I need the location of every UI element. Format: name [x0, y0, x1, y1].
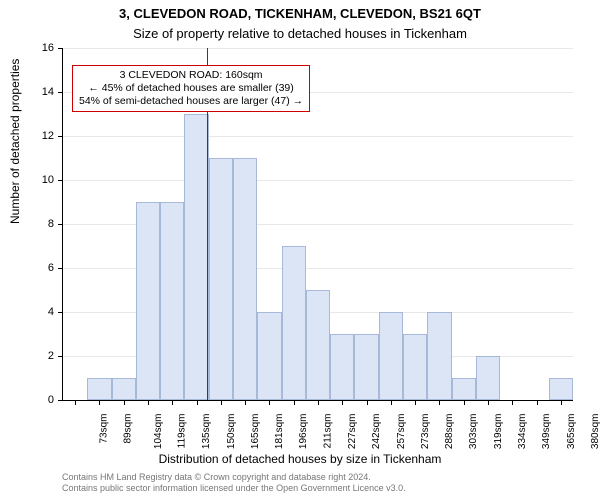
xtick-mark: [439, 400, 440, 405]
xtick-mark: [537, 400, 538, 405]
histogram-bar: [330, 334, 354, 400]
xtick-label: 257sqm: [396, 414, 407, 450]
histogram-bar: [87, 378, 111, 400]
ytick-label: 12: [30, 130, 54, 142]
xtick-mark: [294, 400, 295, 405]
xtick-mark: [269, 400, 270, 405]
ytick-label: 16: [30, 42, 54, 54]
xtick-mark: [464, 400, 465, 405]
ytick-mark: [58, 48, 63, 49]
histogram-bar: [379, 312, 403, 400]
chart-container: 3, CLEVEDON ROAD, TICKENHAM, CLEVEDON, B…: [0, 0, 600, 500]
gridline: [63, 48, 573, 49]
xtick-mark: [391, 400, 392, 405]
histogram-bar: [452, 378, 476, 400]
xtick-label: 165sqm: [250, 414, 261, 450]
xtick-label: 104sqm: [153, 414, 164, 450]
annotation-line1: 3 CLEVEDON ROAD: 160sqm: [79, 69, 303, 82]
ytick-mark: [58, 312, 63, 313]
histogram-bar: [306, 290, 330, 400]
xtick-label: 73sqm: [99, 414, 110, 444]
xtick-label: 365sqm: [566, 414, 577, 450]
xtick-mark: [488, 400, 489, 405]
histogram-bar: [233, 158, 257, 400]
ytick-label: 6: [30, 262, 54, 274]
xtick-mark: [367, 400, 368, 405]
xtick-label: 181sqm: [274, 414, 285, 450]
xtick-mark: [124, 400, 125, 405]
xtick-label: 303sqm: [469, 414, 480, 450]
xtick-mark: [75, 400, 76, 405]
xtick-mark: [342, 400, 343, 405]
ytick-mark: [58, 400, 63, 401]
footer-line1: Contains HM Land Registry data © Crown c…: [62, 472, 406, 483]
xtick-mark: [148, 400, 149, 405]
histogram-bar: [354, 334, 378, 400]
gridline: [63, 180, 573, 181]
xtick-label: 288sqm: [444, 414, 455, 450]
xtick-label: 380sqm: [590, 414, 600, 450]
xtick-label: 211sqm: [322, 414, 333, 449]
xtick-label: 319sqm: [493, 414, 504, 450]
ytick-label: 2: [30, 350, 54, 362]
xtick-label: 349sqm: [541, 414, 552, 450]
histogram-bar: [282, 246, 306, 400]
xtick-label: 273sqm: [420, 414, 431, 450]
histogram-bar: [136, 202, 160, 400]
ytick-label: 4: [30, 306, 54, 318]
chart-title-address: 3, CLEVEDON ROAD, TICKENHAM, CLEVEDON, B…: [0, 6, 600, 21]
xtick-label: 334sqm: [517, 414, 528, 450]
xtick-mark: [512, 400, 513, 405]
xtick-label: 242sqm: [371, 414, 382, 450]
xtick-label: 89sqm: [123, 414, 134, 444]
xtick-mark: [221, 400, 222, 405]
histogram-bar: [403, 334, 427, 400]
ytick-label: 10: [30, 174, 54, 186]
xtick-mark: [197, 400, 198, 405]
xtick-label: 135sqm: [201, 414, 212, 450]
histogram-bar: [112, 378, 136, 400]
xtick-label: 119sqm: [176, 414, 187, 449]
xtick-label: 196sqm: [299, 414, 310, 450]
annotation-line3: 54% of semi-detached houses are larger (…: [79, 95, 303, 108]
xtick-mark: [99, 400, 100, 405]
histogram-bar: [160, 202, 184, 400]
xtick-mark: [172, 400, 173, 405]
ytick-mark: [58, 136, 63, 137]
xtick-mark: [318, 400, 319, 405]
ytick-label: 14: [30, 86, 54, 98]
footer-line2: Contains public sector information licen…: [62, 483, 406, 494]
histogram-bar: [184, 114, 208, 400]
annotation-line2: ← 45% of detached houses are smaller (39…: [79, 82, 303, 95]
y-axis-label: Number of detached properties: [8, 59, 22, 224]
chart-title-subtitle: Size of property relative to detached ho…: [0, 26, 600, 41]
histogram-bar: [209, 158, 233, 400]
gridline: [63, 136, 573, 137]
annotation-box: 3 CLEVEDON ROAD: 160sqm← 45% of detached…: [72, 65, 310, 112]
ytick-mark: [58, 224, 63, 225]
histogram-bar: [476, 356, 500, 400]
xtick-mark: [561, 400, 562, 405]
ytick-mark: [58, 92, 63, 93]
ytick-mark: [58, 356, 63, 357]
ytick-mark: [58, 268, 63, 269]
ytick-mark: [58, 180, 63, 181]
histogram-bar: [427, 312, 451, 400]
histogram-bar: [549, 378, 573, 400]
x-axis-label: Distribution of detached houses by size …: [0, 452, 600, 466]
footer-attribution: Contains HM Land Registry data © Crown c…: [62, 472, 406, 494]
ytick-label: 0: [30, 394, 54, 406]
xtick-mark: [245, 400, 246, 405]
histogram-bar: [257, 312, 281, 400]
xtick-label: 150sqm: [226, 414, 237, 450]
ytick-label: 8: [30, 218, 54, 230]
xtick-mark: [415, 400, 416, 405]
xtick-label: 227sqm: [347, 414, 358, 450]
